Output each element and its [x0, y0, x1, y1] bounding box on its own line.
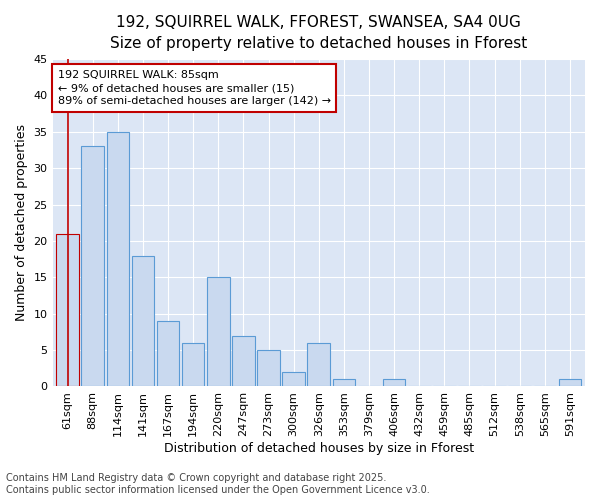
Text: Contains HM Land Registry data © Crown copyright and database right 2025.
Contai: Contains HM Land Registry data © Crown c…: [6, 474, 430, 495]
Bar: [383, 379, 406, 386]
Bar: [283, 372, 305, 386]
Bar: [207, 278, 230, 386]
Bar: [307, 343, 330, 386]
Bar: [107, 132, 129, 386]
Bar: [157, 321, 179, 386]
Bar: [56, 234, 79, 386]
Y-axis label: Number of detached properties: Number of detached properties: [15, 124, 28, 322]
Bar: [332, 379, 355, 386]
Text: 192 SQUIRREL WALK: 85sqm
← 9% of detached houses are smaller (15)
89% of semi-de: 192 SQUIRREL WALK: 85sqm ← 9% of detache…: [58, 70, 331, 106]
Bar: [232, 336, 255, 386]
Title: 192, SQUIRREL WALK, FFOREST, SWANSEA, SA4 0UG
Size of property relative to detac: 192, SQUIRREL WALK, FFOREST, SWANSEA, SA…: [110, 15, 527, 51]
Bar: [82, 146, 104, 386]
X-axis label: Distribution of detached houses by size in Fforest: Distribution of detached houses by size …: [164, 442, 474, 455]
Bar: [182, 343, 205, 386]
Bar: [257, 350, 280, 387]
Bar: [131, 256, 154, 386]
Bar: [559, 379, 581, 386]
